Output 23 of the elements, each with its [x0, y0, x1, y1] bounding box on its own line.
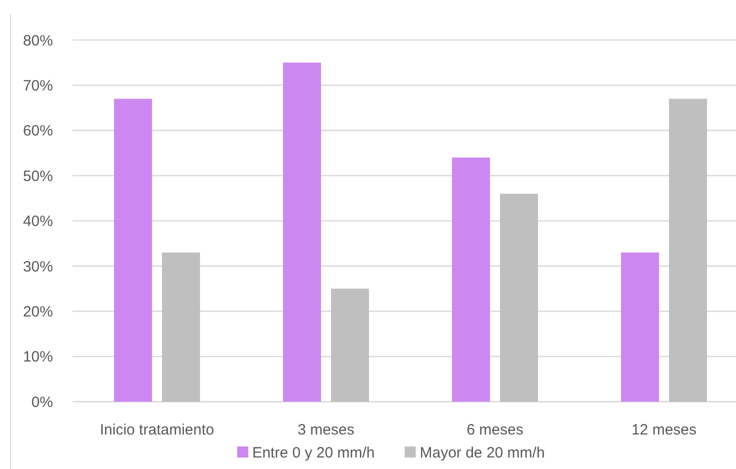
y-tick-label: 50%: [22, 168, 53, 185]
legend-label: Mayor de 20 mm/h: [420, 444, 545, 462]
y-tick-label: 10%: [22, 348, 53, 366]
x-tick-label: 6 meses: [466, 421, 524, 438]
y-tick-label: 60%: [22, 122, 53, 140]
bar: [114, 98, 152, 402]
bar: [669, 98, 707, 402]
y-tick-label: 80%: [22, 32, 53, 50]
x-tick-label: 12 meses: [631, 421, 697, 438]
bar: [621, 252, 659, 402]
bar: [452, 158, 490, 402]
y-tick-label: 40%: [22, 213, 53, 230]
legend-label: Entre 0 y 20 mm/h: [252, 444, 375, 462]
x-tick-label: Inicio tratamiento: [100, 421, 214, 438]
y-tick-label: 0%: [31, 394, 53, 411]
bar: [331, 288, 369, 402]
x-tick-label: 3 meses: [298, 421, 354, 438]
y-tick-label: 20%: [22, 304, 53, 321]
bar: [162, 252, 200, 402]
bar: [500, 194, 538, 402]
y-tick-label: 30%: [22, 258, 53, 276]
bar: [283, 62, 321, 402]
y-tick-label: 70%: [22, 77, 53, 94]
